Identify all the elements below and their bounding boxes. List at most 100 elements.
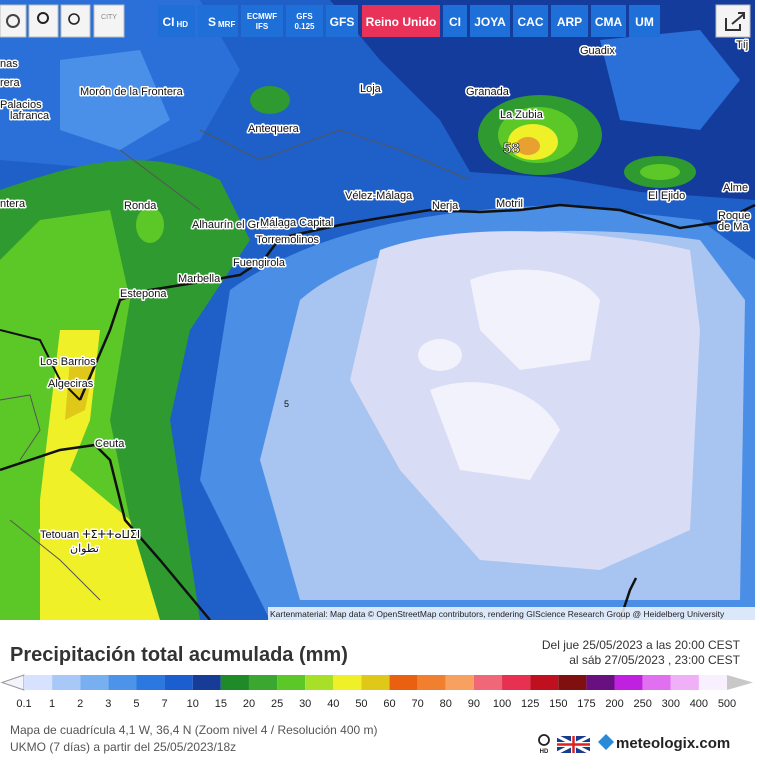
legend-label: 0.1 [16,698,31,710]
hd-icon[interactable] [538,734,550,746]
place-label: Tíj [736,39,748,51]
model-button-sublabel: 0.125 [294,22,315,31]
model-button[interactable] [158,5,195,37]
model-button[interactable] [591,5,626,37]
place-label: Motril [496,198,523,210]
place-label: Estepona [120,288,167,300]
legend-label: 175 [577,698,595,710]
place-label: de Ma [718,221,749,233]
model-button[interactable] [362,5,440,37]
legend-swatch [445,675,474,690]
model-button-label: CMA [595,15,623,29]
legend-swatch [670,675,699,690]
brand: meteologix.com [616,735,730,752]
legend-swatch [558,675,587,690]
legend-label: 2 [77,698,83,710]
legend-swatch [502,675,531,690]
legend-label: 250 [633,698,651,710]
map [0,0,756,621]
legend-label: 3 [105,698,111,710]
model-button-label: ECMWF [247,12,277,21]
legend-swatch [389,675,418,690]
model-button-label: JOYA [474,15,506,29]
model-button[interactable] [443,5,467,37]
place-label: Granada [466,86,510,98]
legend-swatch [473,675,503,690]
place-label: Tetouan ⵜⵉⵜⵜⴰⵡⵉⵏ [40,529,140,541]
share-button[interactable] [715,4,751,38]
period-to: al sáb 27/05/2023 , 23:00 CEST [569,653,740,667]
legend-label: 200 [605,698,623,710]
model-button[interactable] [198,5,238,37]
model-button-label: Reino Unido [366,15,437,29]
legend-label: 125 [521,698,539,710]
place-label: Roque [718,210,750,222]
legend-swatch [305,675,334,690]
model-button[interactable] [286,5,323,37]
legend: 0.1 1 2 3 5 7 10 15 20 25 30 40 50 60 70 80 90 100 125 150 1… [0,674,753,710]
place-label: Málaga Capital [260,217,333,229]
panel-title: Precipitación total acumulada (mm) [10,644,348,666]
model-button-sublabel: IFS [256,22,269,31]
legend-label: 50 [355,698,367,710]
model-button[interactable] [470,5,510,37]
place-label: Nerja [432,200,459,212]
city-button[interactable] [93,4,125,38]
legend-swatch [277,675,306,690]
model-button[interactable] [241,5,283,37]
legend-swatch [586,675,615,690]
legend-swatch [417,675,446,690]
place-label: Alhaurín el Grande [192,219,284,231]
place-label: Marbella [178,273,221,285]
place-label: ntera [0,198,26,210]
grid-info: Mapa de cuadrícula 4,1 W, 36,4 N (Zoom n… [10,723,378,737]
model-button-label: GFS [330,15,355,29]
legend-label: 1 [49,698,55,710]
model-info: UKMO (7 días) a partir del 25/05/2023/18… [10,740,236,754]
legend-swatch [192,675,221,690]
legend-swatch [52,675,81,690]
place-label: Torremolinos [256,234,319,246]
legend-label: 40 [327,698,339,710]
legend-label: 15 [215,698,227,710]
model-button-label: CAC [518,15,544,29]
model-button-label: ARP [557,15,582,29]
attribution: Kartenmaterial: Map data © OpenStreetMap… [270,609,725,619]
legend-swatch [642,675,671,690]
uk-flag[interactable] [556,734,591,755]
place-label: تطوان [70,543,99,555]
city-label: CITY [101,14,117,21]
model-button[interactable] [629,5,660,37]
legend-label: 300 [662,698,680,710]
model-button[interactable] [551,5,588,37]
zoom-button[interactable] [60,4,91,38]
model-button[interactable] [513,5,548,37]
refresh-icon [6,14,20,28]
place-label: El Ejido [648,190,685,202]
locate-button[interactable] [28,4,59,38]
refresh-button[interactable] [0,4,27,38]
legend-label: 80 [440,698,452,710]
place-label: Ceuta [95,438,125,450]
info-panel: Precipitación total acumulada (mm) Del j… [0,620,760,770]
legend-swatch [333,675,362,690]
legend-label: 7 [162,698,168,710]
place-label: Fuengirola [233,257,286,269]
place-label: Vélez-Málaga [345,190,413,202]
place-labels: Granada La Zubia Guadix Loja Morón de la… [0,38,752,620]
place-label: Loja [360,83,382,95]
legend-swatch [136,675,165,690]
legend-label: 5 [133,698,139,710]
place-label: Palacios [0,99,42,111]
legend-swatch [530,675,559,690]
max-value: 58 [503,140,520,157]
legend-label: 500 [718,698,736,710]
model-button[interactable] [326,5,358,37]
legend-swatch [248,675,278,690]
legend-label: 60 [383,698,395,710]
legend-arrow-right [727,675,753,690]
model-button-label: CI [163,15,175,29]
